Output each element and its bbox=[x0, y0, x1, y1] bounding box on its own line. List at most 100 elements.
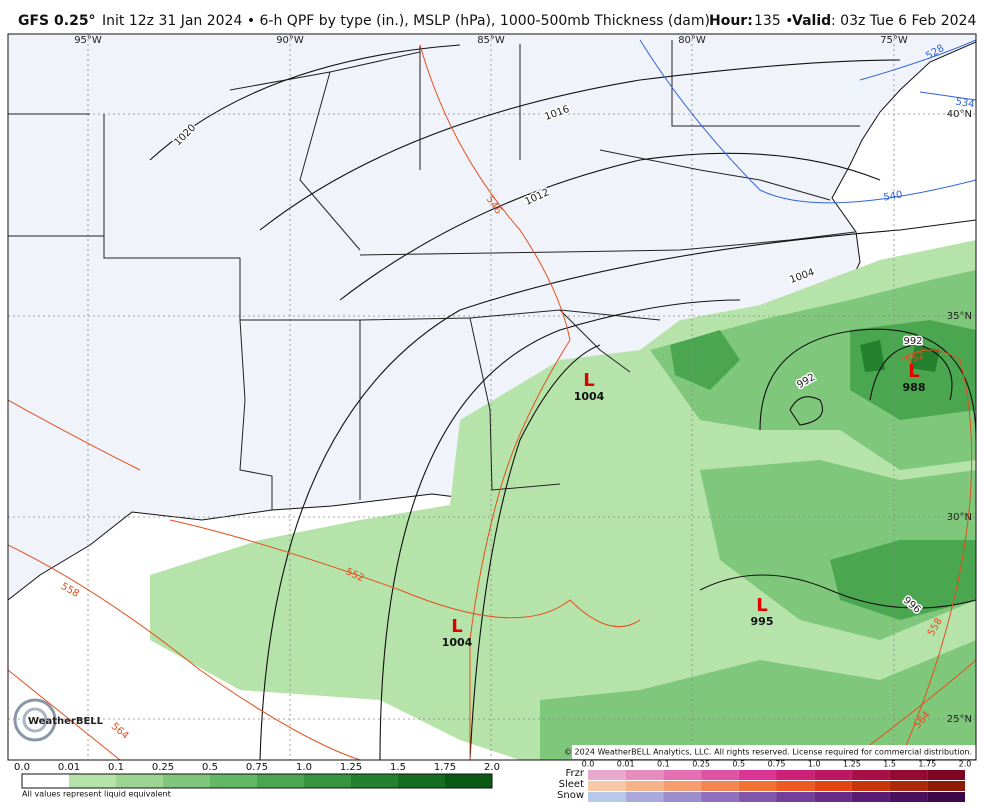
type-swatch bbox=[776, 781, 815, 791]
legend: 0.0 0.01 0.1 0.25 0.5 0.75 1.0 1.25 1.5 1.75 2.0 Al… bbox=[14, 760, 972, 802]
type-tick-label: 0.01 bbox=[617, 760, 635, 769]
rain-tick-label: 1.0 bbox=[296, 762, 312, 773]
type-tick-label: 1.75 bbox=[918, 760, 936, 769]
latitude-label: 40°N bbox=[947, 109, 972, 120]
type-swatch bbox=[663, 770, 702, 780]
type-swatch bbox=[814, 770, 852, 780]
rain-swatch bbox=[69, 774, 116, 788]
type-swatch bbox=[927, 792, 965, 802]
low-symbol: L bbox=[908, 361, 919, 382]
type-swatch bbox=[588, 770, 626, 780]
state-borders bbox=[8, 40, 860, 510]
type-swatch bbox=[701, 770, 739, 780]
type-label: Sleet bbox=[559, 779, 584, 790]
type-swatch bbox=[776, 792, 815, 802]
header: GFS 0.25° Init 12z 31 Jan 2024 • 6-h QPF … bbox=[18, 13, 976, 29]
low-symbol: L bbox=[756, 595, 767, 616]
rain-swatch bbox=[257, 774, 304, 788]
type-swatch bbox=[738, 781, 777, 791]
low-symbol: L bbox=[451, 616, 462, 637]
type-swatch bbox=[851, 770, 890, 780]
rain-swatch bbox=[22, 774, 69, 788]
type-swatch bbox=[814, 792, 852, 802]
rain-tick-label: 1.5 bbox=[390, 762, 406, 773]
rain-tick-label: 0.0 bbox=[14, 762, 30, 773]
logo-mark bbox=[13, 698, 57, 742]
rain-swatch bbox=[116, 774, 163, 788]
type-swatch bbox=[588, 781, 626, 791]
hour: 135 • bbox=[754, 13, 793, 29]
rain-swatch bbox=[304, 774, 351, 788]
low-pressure: 1004 bbox=[574, 390, 605, 403]
longitude-label: 80°W bbox=[678, 35, 706, 46]
thickness-warm bbox=[8, 44, 976, 760]
type-swatch bbox=[663, 792, 702, 802]
logo: WeatherBELL bbox=[28, 716, 104, 727]
low-pressure: 995 bbox=[751, 615, 774, 628]
type-tick-label: 0.75 bbox=[768, 760, 786, 769]
rain-tick-label: 1.25 bbox=[340, 762, 362, 773]
rain-tick-label: 2.0 bbox=[484, 762, 500, 773]
type-tick-label: 0.25 bbox=[692, 760, 710, 769]
rain-swatch bbox=[398, 774, 445, 788]
latitude-label: 25°N bbox=[947, 714, 972, 725]
type-label: Snow bbox=[557, 790, 584, 801]
rain-tick-label: 0.1 bbox=[108, 762, 124, 773]
valid-label: Valid bbox=[792, 13, 831, 29]
type-tick-label: 0.1 bbox=[657, 760, 670, 769]
isobar-label: 992 bbox=[903, 336, 922, 347]
rain-swatch bbox=[210, 774, 257, 788]
type-tick-label: 0.0 bbox=[582, 760, 595, 769]
rain-swatch bbox=[163, 774, 210, 788]
type-tick-label: 1.0 bbox=[808, 760, 821, 769]
type-swatch bbox=[851, 792, 890, 802]
type-swatch bbox=[851, 781, 890, 791]
type-swatch bbox=[588, 792, 626, 802]
rain-swatch bbox=[351, 774, 398, 788]
low-pressure: 988 bbox=[903, 381, 926, 394]
type-swatch bbox=[927, 781, 965, 791]
type-swatch bbox=[889, 792, 928, 802]
type-swatch bbox=[738, 792, 777, 802]
map: 95°W 90°W 85°W 80°W 75°W40°N35°N30°N25°N1020… bbox=[8, 34, 976, 760]
copyright: © 2024 WeatherBELL Analytics, LLC. All r… bbox=[564, 748, 972, 757]
rain-bar-frame bbox=[21, 773, 493, 789]
rain-tick-label: 0.01 bbox=[58, 762, 80, 773]
longitude-label: 75°W bbox=[880, 35, 908, 46]
longitude-label: 95°W bbox=[74, 35, 102, 46]
description: Init 12z 31 Jan 2024 • 6-h QPF by type (… bbox=[102, 13, 710, 29]
copyright-bg bbox=[572, 745, 976, 759]
thickness-label: 534 bbox=[955, 96, 976, 110]
type-swatch bbox=[927, 770, 965, 780]
hour-label: Hour: bbox=[709, 13, 753, 29]
valid: : 03z Tue 6 Feb 2024 bbox=[831, 13, 976, 29]
type-swatch bbox=[625, 792, 664, 802]
type-swatch bbox=[625, 770, 664, 780]
map-frame bbox=[7, 33, 977, 761]
precipitation bbox=[150, 240, 976, 760]
type-swatch bbox=[701, 781, 739, 791]
rain-tick-label: 0.75 bbox=[246, 762, 268, 773]
type-swatch bbox=[889, 781, 928, 791]
map-labels: 95°W 90°W 85°W 80°W 75°W40°N35°N30°N25°N1020… bbox=[28, 35, 976, 759]
type-swatch bbox=[625, 781, 664, 791]
type-swatch bbox=[889, 770, 928, 780]
type-tick-label: 2.0 bbox=[959, 760, 972, 769]
type-swatch bbox=[738, 770, 777, 780]
note: All values represent liquid equivalent bbox=[22, 790, 171, 799]
type-swatch bbox=[701, 792, 739, 802]
longitude-label: 90°W bbox=[276, 35, 304, 46]
rain-tick-label: 0.25 bbox=[152, 762, 174, 773]
type-swatch bbox=[776, 770, 815, 780]
thickness-cold bbox=[639, 39, 976, 204]
type-swatch bbox=[663, 781, 702, 791]
type-swatch bbox=[814, 781, 852, 791]
thickness-label: 540 bbox=[883, 189, 904, 203]
latitude-label: 30°N bbox=[947, 512, 972, 523]
latitude-label: 35°N bbox=[947, 311, 972, 322]
type-tick-label: 1.5 bbox=[883, 760, 896, 769]
type-tick-label: 0.5 bbox=[732, 760, 745, 769]
rain-tick-label: 1.75 bbox=[434, 762, 456, 773]
isobars bbox=[149, 44, 976, 760]
